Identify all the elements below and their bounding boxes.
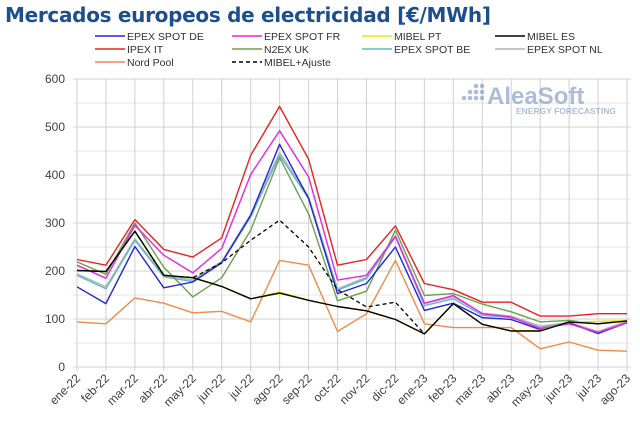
series-line-nord-pool <box>76 259 628 352</box>
legend-label-epex-spot-be: EPEX SPOT BE <box>394 44 470 56</box>
series-line-epex-spot-nl <box>76 151 628 333</box>
y-tick-label: 300 <box>45 216 65 230</box>
legend-label-mibel-es: MIBEL ES <box>527 31 575 43</box>
legend-label-epex-spot-fr: EPEX SPOT FR <box>264 31 341 43</box>
legend-label-n2ex-uk: N2EX UK <box>264 44 309 56</box>
x-tick-label: ene-23 <box>394 371 431 408</box>
y-tick-label: 200 <box>45 264 65 278</box>
y-tick-label: 100 <box>45 312 65 326</box>
x-tick-label: sep-22 <box>279 371 315 407</box>
x-tick-label: jun-23 <box>541 371 575 405</box>
series-line-epex-spot-fr <box>76 130 628 334</box>
x-tick-label: may-22 <box>161 371 199 409</box>
series-line-n2ex-uk <box>76 157 628 325</box>
legend-label-nord-pool: Nord Pool <box>127 57 174 69</box>
x-tick-label: ago-23 <box>597 371 634 408</box>
y-tick-label: 400 <box>45 168 65 182</box>
svg-text:AleaSoft: AleaSoft <box>487 83 584 110</box>
x-tick-label: ene-22 <box>47 371 84 408</box>
x-tick-label: ago-22 <box>249 371 286 408</box>
x-tick-label: mar-23 <box>452 371 489 408</box>
legend-label-mibel-ajuste: MIBEL+Ajuste <box>264 57 331 69</box>
legend-label-mibel-pt: MIBEL PT <box>394 31 442 43</box>
chart-title: Mercados europeos de electricidad [€/MWh… <box>5 3 491 27</box>
svg-text:ENERGY FORECASTING: ENERGY FORECASTING <box>516 106 616 116</box>
x-tick-label: jun-22 <box>194 371 228 405</box>
x-tick-label: may-23 <box>508 371 546 409</box>
legend-label-ipex-it: IPEX IT <box>127 44 164 56</box>
legend-label-epex-spot-de: EPEX SPOT DE <box>127 31 204 43</box>
y-tick-label: 0 <box>58 360 65 374</box>
series-line-epex-spot-de <box>76 143 628 335</box>
series-line-ipex-it <box>76 105 627 317</box>
y-tick-label: 500 <box>45 120 65 134</box>
y-tick-label: 600 <box>45 72 65 86</box>
legend-label-epex-spot-nl: EPEX SPOT NL <box>527 44 603 56</box>
series-line-mibel-ajuste <box>76 219 425 335</box>
x-tick-label: mar-22 <box>104 371 141 408</box>
x-tick-label: nov-22 <box>337 371 373 407</box>
